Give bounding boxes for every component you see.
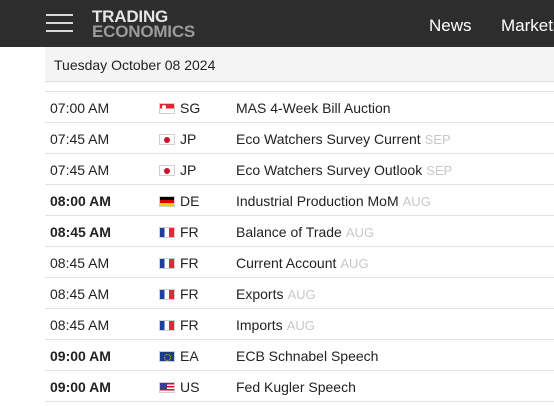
flag-us-icon: [159, 382, 175, 393]
flag-fr-icon: [159, 227, 175, 238]
calendar-date-header: Tuesday October 08 2024: [45, 47, 554, 82]
event-name[interactable]: Balance of Trade AUG: [236, 224, 374, 240]
menu-bar: [46, 14, 73, 16]
calendar-row[interactable]: 08:45 AM FR Imports AUG: [45, 309, 554, 340]
menu-bar: [46, 22, 73, 24]
reference-period: SEP: [426, 163, 453, 178]
event-name[interactable]: Industrial Production MoM AUG: [236, 193, 431, 209]
event-time: 07:00 AM: [50, 100, 110, 116]
event-name[interactable]: Eco Watchers Survey Current SEP: [236, 131, 451, 147]
event-time: 08:00 AM: [50, 193, 111, 209]
flag-fr-icon: [159, 320, 175, 331]
event-title: Fed Kugler Speech: [236, 379, 356, 395]
event-title: Current Account: [236, 255, 337, 271]
country-code: DE: [180, 193, 200, 209]
calendar-date: Tuesday October 08 2024: [54, 57, 216, 73]
flag-de-icon: [159, 196, 175, 207]
event-name[interactable]: MAS 4-Week Bill Auction: [236, 100, 391, 116]
reference-period: SEP: [424, 132, 451, 147]
event-name[interactable]: Fed Kugler Speech: [236, 379, 356, 395]
top-navbar: TRADING ECONOMICS News Markets: [0, 0, 554, 47]
flag-fr-icon: [159, 289, 175, 300]
event-name[interactable]: Current Account AUG: [236, 255, 369, 271]
event-title: ECB Schnabel Speech: [236, 348, 379, 364]
event-time: 08:45 AM: [50, 286, 110, 302]
reference-period: AUG: [286, 318, 315, 333]
calendar-row[interactable]: 07:00 AM SG MAS 4-Week Bill Auction: [45, 91, 554, 123]
flag-jp-icon: [159, 134, 175, 145]
country-code: FR: [180, 224, 199, 240]
event-time: 08:45 AM: [50, 224, 111, 240]
country-code: US: [180, 379, 200, 395]
flag-ea-icon: [159, 351, 175, 362]
flag-sg-icon: [159, 103, 175, 114]
event-title: Industrial Production MoM: [236, 193, 399, 209]
menu-bar: [46, 30, 73, 32]
country-code: FR: [180, 286, 199, 302]
country-code: EA: [180, 348, 199, 364]
event-time: 08:45 AM: [50, 255, 110, 271]
reference-period: AUG: [402, 194, 431, 209]
nav-news-link[interactable]: News: [429, 16, 472, 35]
event-time: 07:45 AM: [50, 162, 110, 178]
event-title: Imports: [236, 317, 283, 333]
menu-icon[interactable]: [46, 13, 73, 33]
flag-fr-icon: [159, 258, 175, 269]
event-title: Eco Watchers Survey Current: [236, 131, 421, 147]
event-time: 09:00 AM: [50, 348, 111, 364]
country-code: JP: [180, 162, 197, 178]
event-name[interactable]: Exports AUG: [236, 286, 316, 302]
event-time: 07:45 AM: [50, 131, 110, 147]
event-time: 08:45 AM: [50, 317, 110, 333]
country-code: FR: [180, 317, 199, 333]
nav-markets-link[interactable]: Markets: [501, 16, 554, 35]
flag-jp-icon: [159, 165, 175, 176]
country-code: SG: [180, 100, 201, 116]
logo-line2: ECONOMICS: [92, 22, 196, 41]
calendar-row[interactable]: 08:45 AM FR Exports AUG: [45, 278, 554, 309]
calendar-row[interactable]: 08:45 AM FR Balance of Trade AUG: [45, 216, 554, 247]
logo[interactable]: TRADING ECONOMICS: [92, 7, 217, 41]
reference-period: AUG: [287, 287, 316, 302]
reference-period: AUG: [340, 256, 369, 271]
calendar-row[interactable]: 09:00 AM US Fed Kugler Speech: [45, 371, 554, 402]
event-time: 09:00 AM: [50, 379, 111, 395]
event-name[interactable]: Imports AUG: [236, 317, 315, 333]
calendar-row[interactable]: 08:00 AM DE Industrial Production MoM AUG: [45, 185, 554, 216]
event-title: MAS 4-Week Bill Auction: [236, 100, 391, 116]
reference-period: AUG: [345, 225, 375, 240]
calendar-row[interactable]: 08:45 AM FR Current Account AUG: [45, 247, 554, 278]
calendar-row[interactable]: 09:00 AM EA ECB Schnabel Speech: [45, 340, 554, 371]
event-title: Balance of Trade: [236, 224, 342, 240]
event-title: Eco Watchers Survey Outlook: [236, 162, 423, 178]
event-name[interactable]: ECB Schnabel Speech: [236, 348, 378, 364]
event-name[interactable]: Eco Watchers Survey Outlook SEP: [236, 162, 452, 178]
calendar-row[interactable]: 07:45 AM JP Eco Watchers Survey Outlook SEP: [45, 154, 554, 185]
event-title: Exports: [236, 286, 284, 302]
logo-line1: TRADING: [92, 7, 169, 26]
country-code: FR: [180, 255, 199, 271]
country-code: JP: [180, 131, 197, 147]
calendar-table: 07:00 AM SG MAS 4-Week Bill Auction 07:45 A…: [45, 91, 554, 402]
calendar-row[interactable]: 07:45 AM JP Eco Watchers Survey Current SEP: [45, 123, 554, 154]
